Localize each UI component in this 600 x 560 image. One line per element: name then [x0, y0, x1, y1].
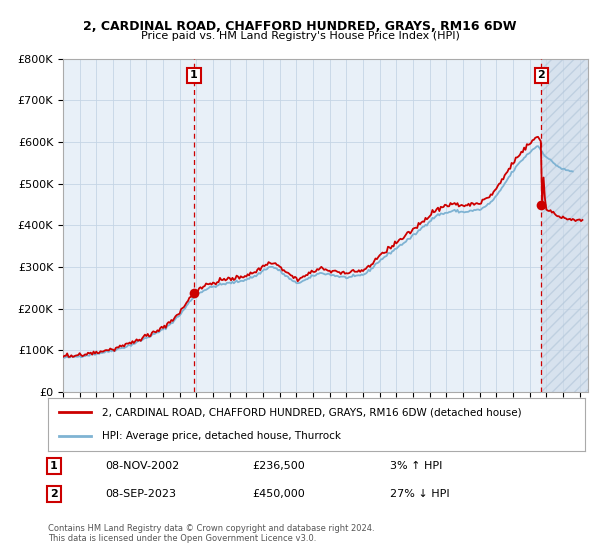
Text: £236,500: £236,500	[252, 461, 305, 471]
Text: 1: 1	[50, 461, 58, 471]
Text: 08-NOV-2002: 08-NOV-2002	[105, 461, 179, 471]
Text: 2, CARDINAL ROAD, CHAFFORD HUNDRED, GRAYS, RM16 6DW: 2, CARDINAL ROAD, CHAFFORD HUNDRED, GRAY…	[83, 20, 517, 32]
Text: 08-SEP-2023: 08-SEP-2023	[105, 489, 176, 499]
Bar	[541, 59, 588, 392]
Text: HPI: Average price, detached house, Thurrock: HPI: Average price, detached house, Thur…	[102, 431, 341, 441]
Text: 1: 1	[190, 71, 198, 81]
Text: 2: 2	[50, 489, 58, 499]
Text: £450,000: £450,000	[252, 489, 305, 499]
Text: Contains HM Land Registry data © Crown copyright and database right 2024.
This d: Contains HM Land Registry data © Crown c…	[48, 524, 374, 543]
Text: 2, CARDINAL ROAD, CHAFFORD HUNDRED, GRAYS, RM16 6DW (detached house): 2, CARDINAL ROAD, CHAFFORD HUNDRED, GRAY…	[102, 408, 521, 418]
Text: 27% ↓ HPI: 27% ↓ HPI	[390, 489, 449, 499]
Text: 2: 2	[537, 71, 545, 81]
Text: 3% ↑ HPI: 3% ↑ HPI	[390, 461, 442, 471]
Text: Price paid vs. HM Land Registry's House Price Index (HPI): Price paid vs. HM Land Registry's House …	[140, 31, 460, 41]
